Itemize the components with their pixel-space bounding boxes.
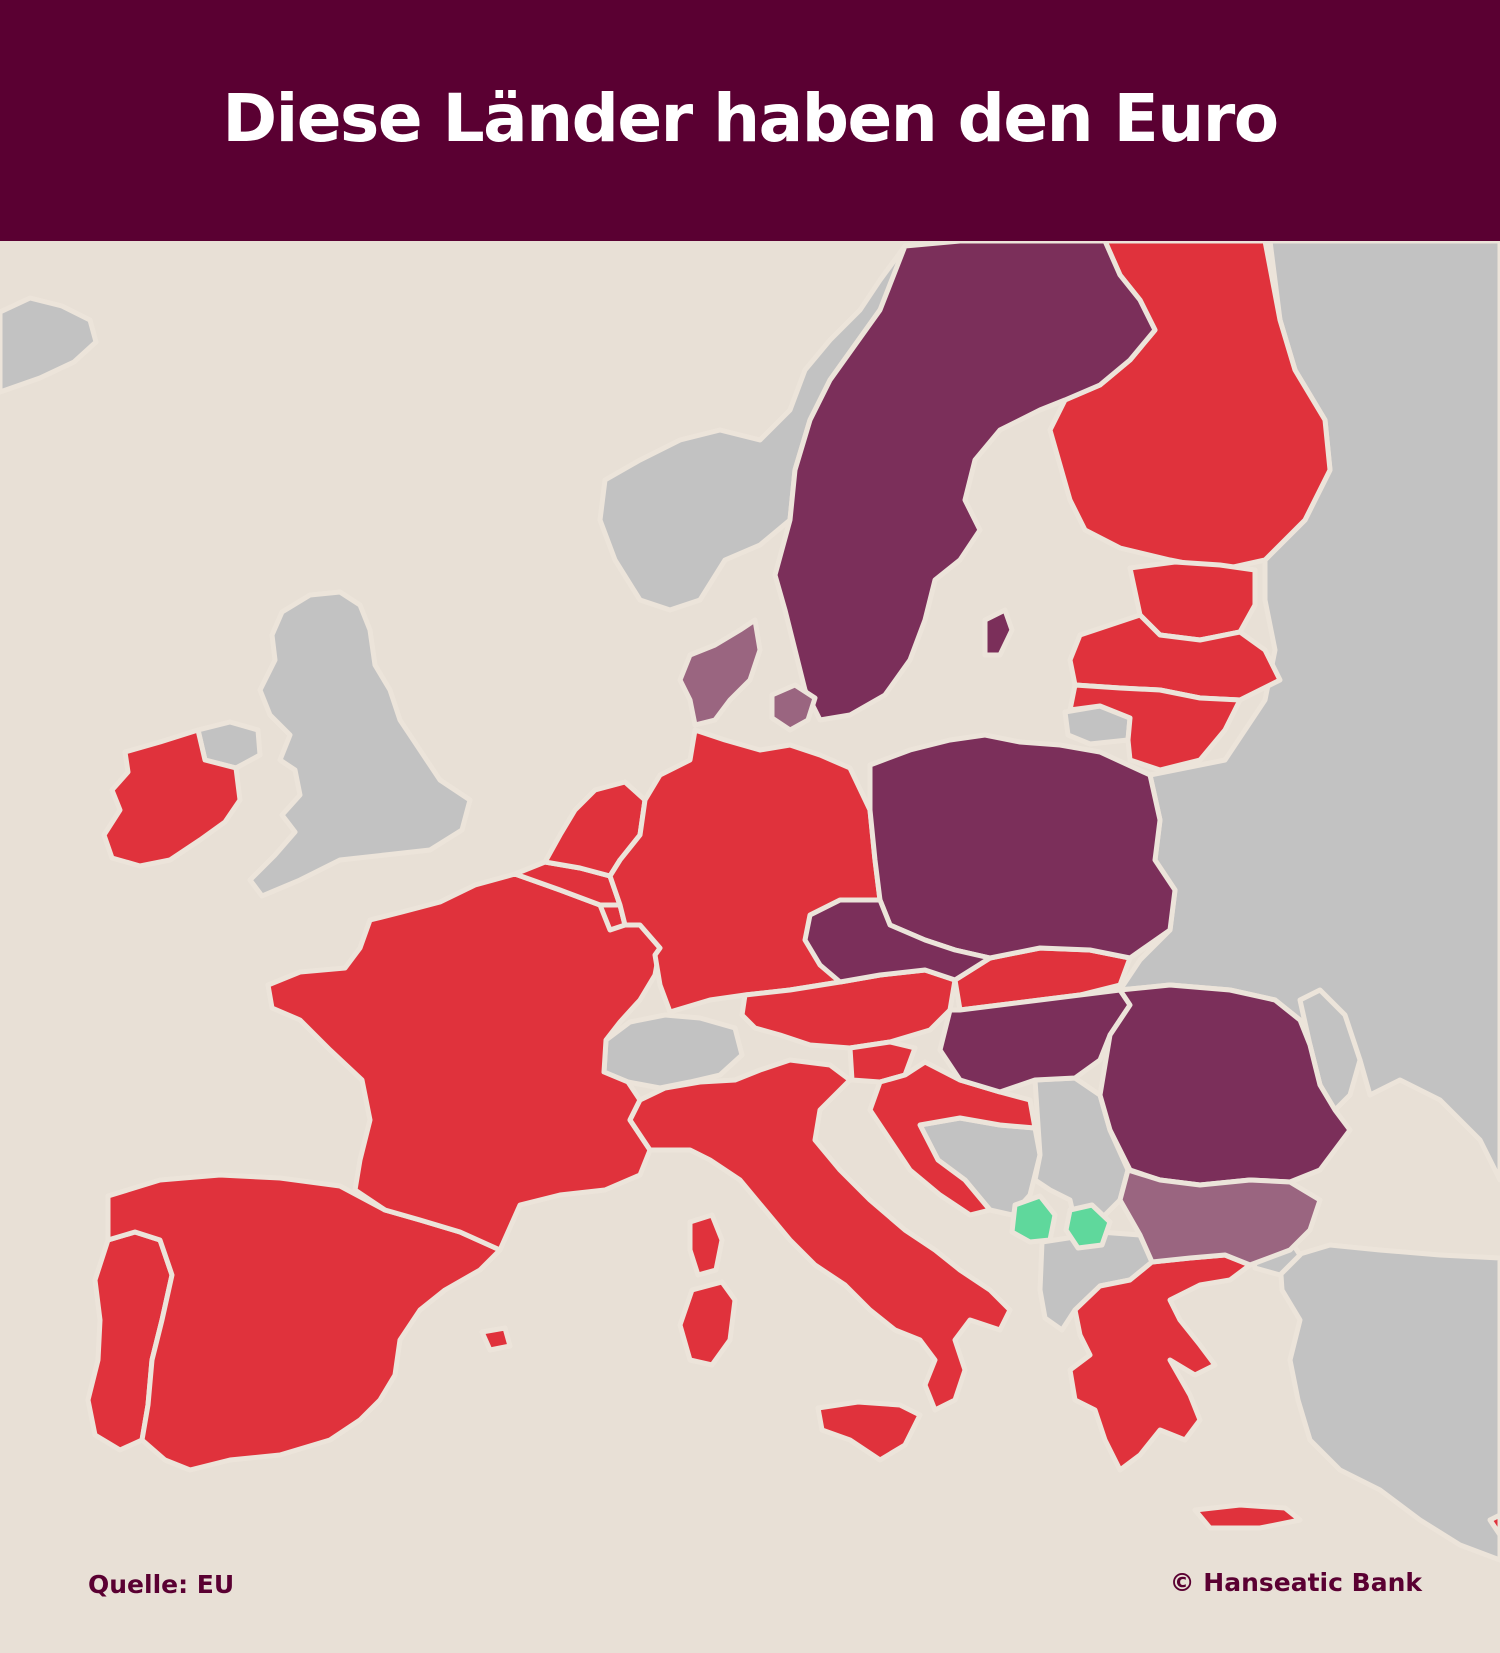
country-sicily xyxy=(815,1399,923,1463)
header-banner: Diese Länder haben den Euro xyxy=(0,0,1500,241)
country-france xyxy=(265,871,663,1253)
country-poland xyxy=(867,732,1178,961)
country-malta xyxy=(479,1325,513,1353)
country-united-kingdom xyxy=(247,589,473,899)
europe-map xyxy=(0,241,1500,1653)
country-bulgaria xyxy=(1117,1167,1323,1268)
country-sweden xyxy=(772,241,1158,723)
country-denmark xyxy=(677,617,763,728)
page-title: Diese Länder haben den Euro xyxy=(222,80,1279,157)
eu-non-euro-countries xyxy=(772,241,1353,1188)
country-ireland xyxy=(101,727,243,869)
copyright-label: © Hanseatic Bank xyxy=(1169,1568,1422,1597)
map-svg xyxy=(0,241,1500,1653)
country-denmark-zealand xyxy=(769,682,818,733)
country-kosovo xyxy=(1063,1202,1113,1251)
other-countries xyxy=(0,241,1500,1563)
country-cyprus xyxy=(1487,1512,1500,1538)
country-crete xyxy=(1192,1502,1303,1531)
country-romania xyxy=(1097,982,1353,1188)
euro-unilateral-countries xyxy=(1009,1193,1113,1251)
country-lithuania xyxy=(1067,682,1243,773)
source-label: Quelle: EU xyxy=(88,1570,235,1599)
country-czechia xyxy=(802,897,993,985)
euro-countries xyxy=(85,241,1500,1538)
country-sardinia xyxy=(677,1279,738,1368)
country-montenegro xyxy=(1009,1193,1058,1245)
country-turkey xyxy=(1277,1242,1500,1563)
country-corsica xyxy=(687,1212,725,1278)
country-italy xyxy=(627,1057,1013,1413)
country-switzerland xyxy=(601,1012,745,1091)
eu-non-euro-light-countries xyxy=(677,617,1323,1268)
country-iceland xyxy=(0,295,99,395)
country-gotland xyxy=(982,607,1015,658)
